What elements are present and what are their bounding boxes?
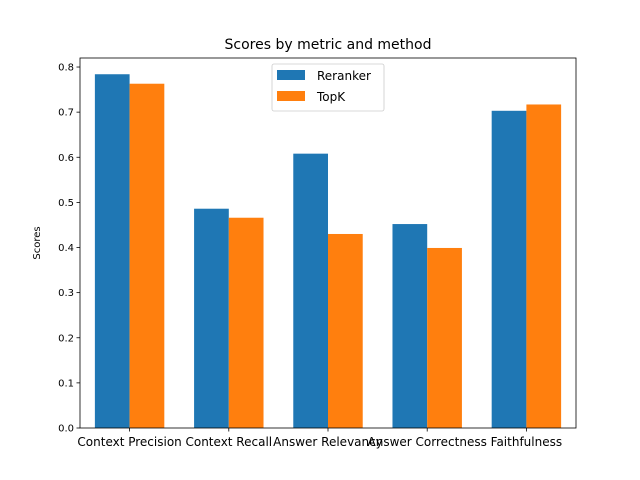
bar-reranker-0 [94,74,130,429]
y-axis-ticks: 0.0 0.1 0.2 0.3 0.4 0.5 0.6 0.7 0.8 [58,63,80,435]
x-tick-label: Context Precision [77,435,181,449]
y-tick-label: 0.4 [58,243,74,254]
x-tick-label: Context Recall [185,435,272,449]
bar-reranker-4 [491,110,527,428]
x-tick-label: Faithfulness [491,435,562,449]
bar-topk-3 [427,247,462,428]
y-tick-label: 0.0 [58,424,74,435]
bars-group [94,74,562,429]
legend-label-reranker: Reranker [317,69,371,83]
y-tick-label: 0.2 [58,333,74,344]
y-tick-label: 0.1 [58,378,74,389]
y-tick-label: 0.5 [58,198,74,209]
bar-topk-2 [328,233,363,428]
bar-reranker-2 [293,153,328,428]
bar-reranker-1 [194,208,229,428]
bar-reranker-3 [392,224,428,428]
legend-swatch-topk [277,91,305,101]
bar-topk-0 [129,83,165,428]
bar-topk-1 [228,217,264,428]
plot-frame [79,57,577,429]
y-tick-label: 0.3 [58,288,74,299]
y-tick-label: 0.7 [58,108,74,119]
x-tick-label: Answer Correctness [368,435,487,449]
legend: Reranker TopK [271,63,385,112]
legend-label-topk: TopK [316,90,346,104]
y-tick-label: 0.6 [58,153,74,164]
x-axis-ticks: Context Precision Context Recall Answer Re… [77,428,562,449]
chart-title: Scores by metric and method [225,37,432,53]
x-tick-label: Answer Relevancy [273,435,383,449]
legend-swatch-reranker [277,70,305,80]
bar-topk-4 [526,104,562,428]
y-tick-label: 0.8 [58,63,74,74]
y-axis-label: Scores [32,226,43,259]
